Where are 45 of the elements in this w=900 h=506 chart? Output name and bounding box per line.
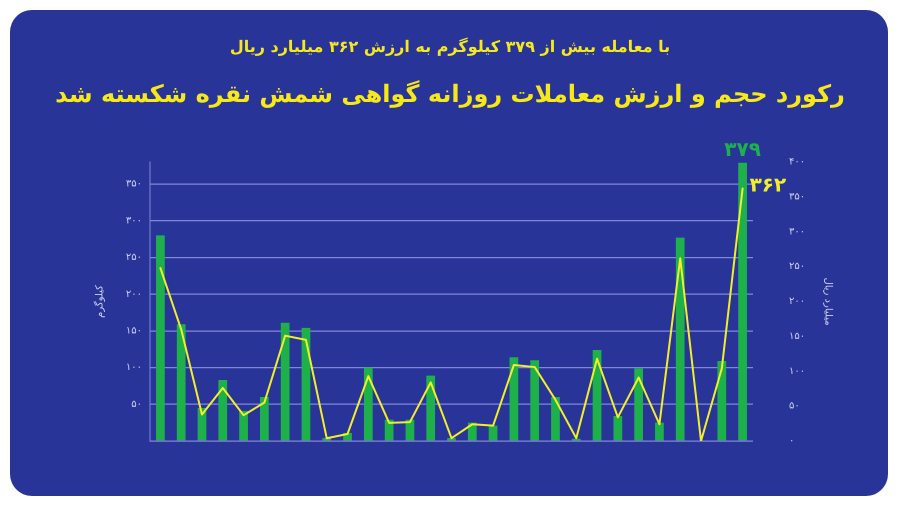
chart-subtitle: با معامله بیش از ۳۷۹ کیلوگرم به ارزش ۳۶۲ میلیارد ریال	[228, 36, 672, 58]
bar	[676, 238, 685, 440]
bar	[426, 376, 436, 440]
data-label: ۳۶۲	[750, 172, 786, 197]
bar	[406, 420, 414, 440]
bar	[156, 235, 165, 440]
y2-tick-label: ۵۰	[789, 400, 800, 412]
bar	[738, 162, 747, 440]
y2-tick-label: ۲۵۰	[789, 261, 806, 272]
bar	[176, 324, 186, 440]
y-axis-title: کیلوگرم	[94, 284, 106, 318]
bar	[592, 350, 602, 440]
bar	[488, 426, 498, 440]
bar	[510, 357, 518, 440]
y2-tick-label: ۳۵۰	[789, 191, 806, 202]
y2-tick-label: ۴۰۰	[789, 156, 806, 168]
y2-tick-label: ۱۵۰	[789, 330, 806, 342]
bar	[364, 368, 373, 440]
y-tick-label: ۱۵۰	[126, 325, 142, 336]
y-tick-label: ۳۰۰	[126, 215, 142, 226]
y2-axis-title: میلیارد ریال	[822, 277, 834, 326]
chart-title: رکورد حجم و ارزش معاملات روزانه گواهی شمش نقره شکسته شد	[54, 79, 846, 110]
y2-tick-label: ۳۰۰	[789, 226, 806, 238]
bar	[551, 396, 560, 440]
bar	[302, 328, 310, 440]
bar	[239, 410, 248, 440]
bar	[613, 416, 622, 440]
y2-tick-label: ۱۰۰	[789, 366, 806, 377]
bar	[717, 360, 726, 440]
y-tick-label: ۲۵۰	[126, 252, 142, 264]
bar	[530, 360, 540, 440]
bar	[655, 422, 664, 440]
y-tick-label: ۵۰	[131, 398, 142, 410]
bar	[280, 322, 290, 440]
bar	[384, 420, 394, 440]
bar	[218, 380, 228, 440]
data-label: ۳۷۹	[724, 136, 761, 161]
y2-tick-label: ۲۰۰	[789, 296, 806, 308]
y-tick-label: ۱۰۰	[126, 362, 142, 374]
y-tick-label: ۳۵۰	[126, 178, 142, 190]
bar	[634, 368, 644, 440]
y-tick-label: ۲۰۰	[126, 288, 142, 300]
bar	[260, 396, 269, 440]
y2-tick-label: ۰	[789, 436, 794, 447]
bar	[198, 408, 206, 440]
